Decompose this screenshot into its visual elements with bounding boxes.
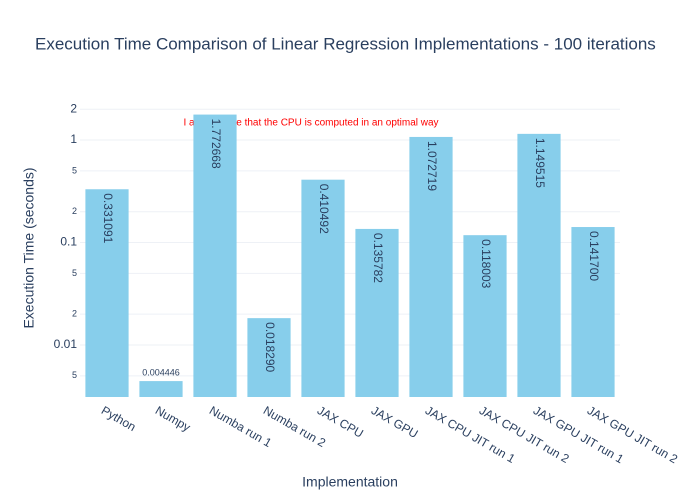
y-tick-label: 5 (72, 370, 77, 380)
y-tick-label: 5 (72, 268, 77, 278)
bar (85, 189, 129, 397)
x-tick-label: JAX GPU (369, 403, 420, 441)
value-label: 0.018290 (263, 322, 277, 372)
y-axis-title: Execution Time (seconds) (21, 167, 37, 328)
bar (409, 136, 453, 397)
bar (463, 235, 507, 397)
value-label: 0.118003 (479, 239, 493, 288)
bar (571, 227, 615, 397)
x-tick-label: JAX GPU JIT run 2 (585, 403, 680, 466)
value-label: 0.331091 (101, 193, 115, 243)
x-tick-label: Python (99, 403, 138, 434)
y-tick-label: 0.1 (60, 235, 77, 249)
x-tick-label: JAX GPU JIT run 1 (531, 403, 626, 466)
x-tick-label: JAX CPU JIT run 1 (423, 403, 518, 466)
y-tick-label: 2 (72, 206, 77, 216)
bar (139, 381, 183, 397)
value-label: 0.004446 (142, 367, 180, 377)
annotation: I am not sure that the CPU is computed i… (183, 118, 438, 129)
x-tick-label: JAX CPU JIT run 2 (477, 403, 572, 466)
value-label: 0.141700 (587, 231, 601, 281)
y-tick-label: 0.01 (54, 337, 78, 351)
x-tick-label: Numpy (153, 403, 193, 434)
bar (517, 133, 561, 397)
bar (247, 318, 291, 397)
y-tick-label: 1 (70, 132, 77, 146)
x-axis-title: Implementation (302, 474, 398, 490)
value-label: 1.772668 (209, 119, 223, 169)
value-label: 1.149515 (533, 138, 547, 188)
bar (355, 228, 399, 397)
value-label: 0.135782 (371, 233, 385, 283)
y-tick-label: 2 (70, 101, 77, 115)
value-label: 1.072719 (425, 141, 439, 191)
y-tick-label: 2 (72, 309, 77, 319)
value-label: 0.410492 (317, 184, 331, 234)
chart-title: Execution Time Comparison of Linear Regr… (35, 34, 656, 53)
y-tick-label: 5 (72, 165, 77, 175)
bar (193, 114, 237, 398)
bar (301, 179, 345, 397)
